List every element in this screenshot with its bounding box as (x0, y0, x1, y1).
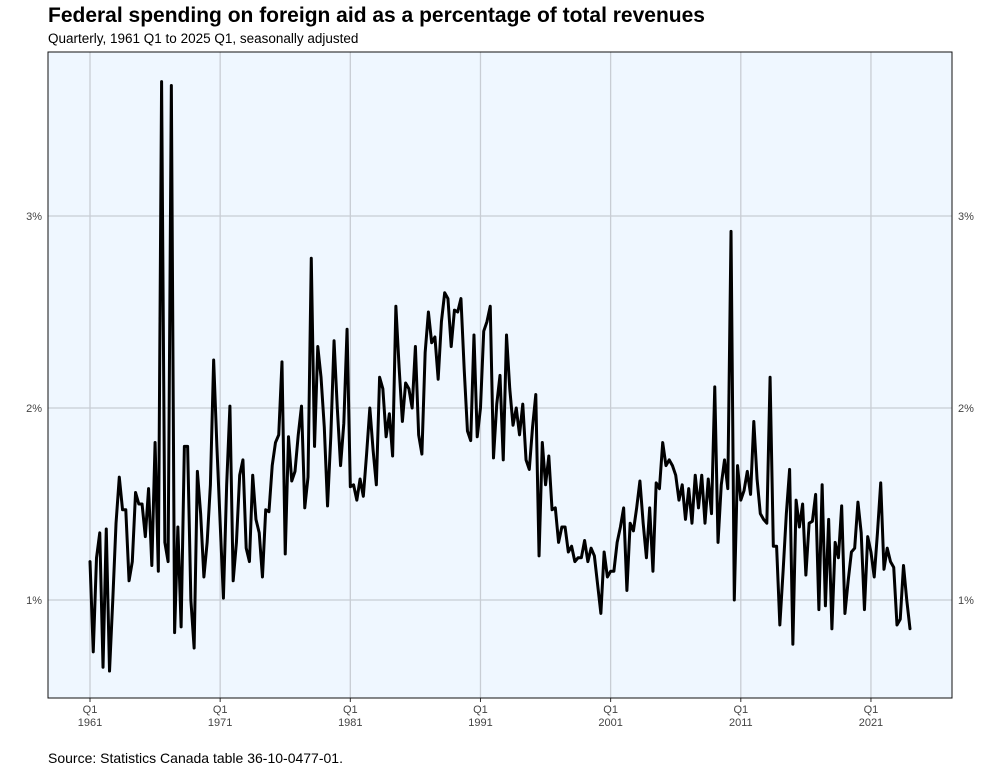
y-tick-label-left: 3% (26, 211, 42, 223)
y-tick-label-left: 2% (26, 403, 42, 415)
y-tick-label-left: 1% (26, 595, 42, 607)
x-tick-year-label: 2021 (859, 717, 883, 729)
x-tick-year-label: 1991 (468, 717, 492, 729)
x-tick-year-label: 1971 (208, 717, 232, 729)
x-tick-year-label: 2001 (598, 717, 622, 729)
chart-title: Federal spending on foreign aid as a per… (48, 4, 705, 27)
y-tick-label-right: 1% (958, 595, 974, 607)
x-tick-quarter-label: Q1 (83, 704, 98, 716)
x-axis-ticks: Q11961Q11971Q11981Q11991Q12001Q12011Q120… (78, 698, 883, 729)
chart-subtitle: Quarterly, 1961 Q1 to 2025 Q1, seasonall… (48, 31, 359, 46)
x-tick-quarter-label: Q1 (473, 704, 488, 716)
x-tick-year-label: 1961 (78, 717, 102, 729)
x-tick-quarter-label: Q1 (733, 704, 748, 716)
x-tick-year-label: 1981 (338, 717, 362, 729)
y-axis-ticks: 1% 1% 2% 2% 3% 3% (26, 211, 974, 607)
x-tick-year-label: 2011 (729, 717, 753, 729)
x-tick-quarter-label: Q1 (864, 704, 879, 716)
series-line (88, 80, 912, 673)
x-gridlines (89, 52, 872, 698)
source-note: Source: Statistics Canada table 36-10-04… (48, 750, 343, 766)
plot-border (47, 51, 953, 699)
series-group (88, 80, 912, 673)
x-tick-quarter-label: Q1 (343, 704, 358, 716)
x-tick-quarter-label: Q1 (603, 704, 618, 716)
y-tick-label-right: 3% (958, 211, 974, 223)
x-tick-quarter-label: Q1 (213, 704, 228, 716)
y-tick-label-right: 2% (958, 403, 974, 415)
